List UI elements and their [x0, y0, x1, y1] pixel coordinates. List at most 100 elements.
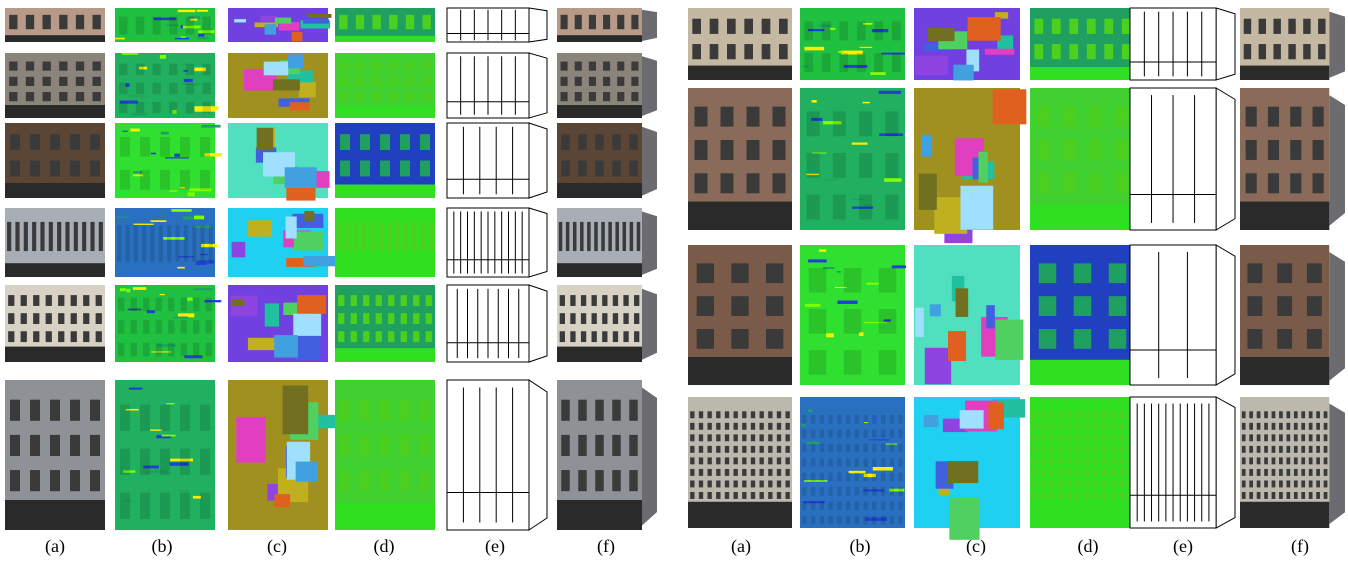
window	[1277, 329, 1293, 349]
window	[400, 470, 410, 492]
window	[707, 480, 712, 488]
image-d	[335, 123, 435, 198]
window	[1279, 434, 1283, 442]
window	[58, 331, 65, 343]
window	[208, 225, 213, 262]
segment	[948, 331, 967, 362]
noise	[864, 204, 872, 207]
label-band	[335, 106, 435, 118]
window	[130, 320, 137, 334]
window	[200, 448, 210, 475]
window	[370, 221, 375, 252]
segment	[994, 12, 1009, 19]
window	[578, 470, 587, 492]
window	[1264, 492, 1268, 499]
window	[802, 414, 807, 424]
window	[1308, 492, 1313, 499]
window	[389, 61, 398, 71]
window	[810, 443, 816, 453]
noise	[881, 52, 906, 55]
window	[1256, 422, 1261, 430]
side-face	[1329, 95, 1345, 226]
window	[819, 472, 825, 482]
window	[92, 76, 101, 86]
window	[629, 134, 638, 150]
window	[724, 434, 730, 442]
window	[759, 480, 764, 488]
window	[10, 160, 20, 177]
window	[8, 331, 15, 343]
noise	[183, 78, 193, 83]
window	[716, 457, 721, 465]
window	[819, 414, 825, 424]
noise	[127, 308, 142, 311]
window	[140, 448, 150, 475]
window	[192, 225, 197, 262]
storefront	[5, 183, 105, 198]
window	[772, 173, 786, 194]
window	[759, 411, 764, 419]
window	[746, 173, 760, 194]
segment	[230, 295, 258, 317]
image-e	[446, 379, 548, 531]
wire-side	[528, 7, 548, 43]
window	[698, 480, 704, 488]
image-e	[1129, 244, 1236, 386]
segment	[295, 461, 318, 482]
window	[1075, 434, 1081, 442]
window	[724, 468, 730, 476]
window	[1058, 445, 1063, 453]
window	[363, 295, 370, 306]
noise	[843, 64, 868, 68]
window	[1075, 457, 1081, 465]
window	[837, 486, 842, 496]
window	[1084, 480, 1090, 488]
noise	[837, 300, 858, 304]
segment	[274, 494, 291, 508]
window	[59, 76, 68, 86]
window	[1093, 411, 1098, 419]
window	[180, 136, 190, 157]
window	[1316, 457, 1320, 465]
window	[339, 14, 348, 30]
segment	[947, 461, 979, 484]
window	[863, 458, 868, 467]
segment	[264, 303, 280, 327]
window	[1243, 18, 1252, 34]
window	[720, 139, 734, 160]
window	[617, 61, 625, 71]
window	[425, 313, 432, 325]
window	[1104, 18, 1114, 34]
window	[802, 443, 807, 453]
window	[731, 296, 749, 316]
noise	[160, 131, 169, 135]
window	[420, 221, 425, 252]
window	[1301, 480, 1306, 488]
window	[135, 101, 145, 114]
window	[750, 422, 756, 430]
window	[1073, 263, 1092, 284]
window	[70, 295, 77, 306]
window	[623, 331, 629, 343]
window	[698, 492, 704, 499]
window	[42, 61, 51, 71]
window	[400, 331, 407, 343]
window	[372, 92, 381, 102]
window	[880, 414, 886, 424]
noise	[800, 423, 806, 427]
window	[634, 295, 640, 306]
noise	[802, 65, 809, 68]
noise	[178, 256, 195, 258]
noise	[181, 83, 200, 85]
column-label: (c)	[267, 536, 287, 557]
window	[1303, 18, 1311, 34]
window	[1032, 434, 1037, 442]
window	[420, 434, 430, 456]
window	[1040, 445, 1046, 453]
window	[776, 457, 782, 465]
window	[889, 443, 895, 453]
window	[561, 399, 570, 421]
window	[733, 457, 738, 465]
window	[1301, 457, 1306, 465]
window	[400, 295, 407, 306]
